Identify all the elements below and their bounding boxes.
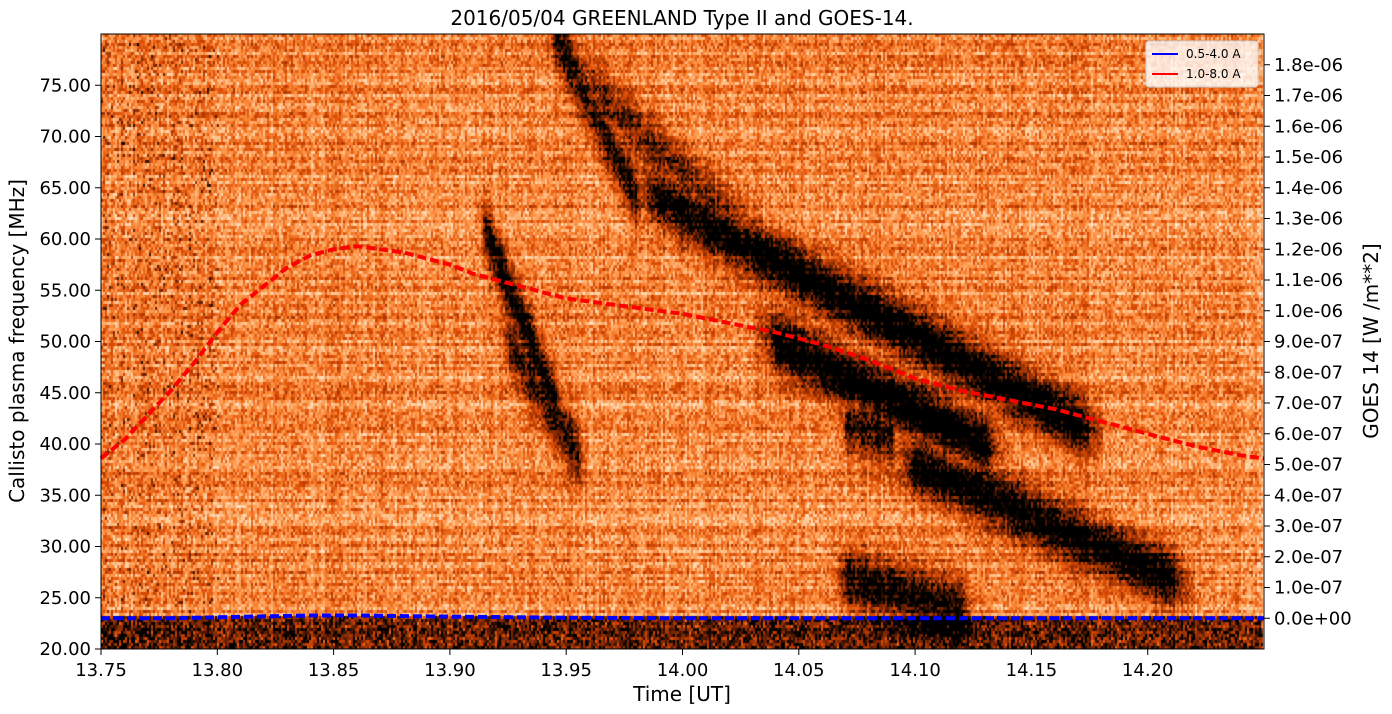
series-line-1 [99,244,1265,461]
y2-tick-label: 1.3e-06 [1274,209,1343,230]
x-tick-label: 13.95 [540,660,592,681]
x-tick-label: 13.90 [424,660,476,681]
chart-title: 2016/05/04 GREENLAND Type II and GOES-14… [450,6,913,30]
x-axis-ticks: 13.75 13.80 13.85 13.90 13.95 14.00 14.05 14.10… [75,649,1173,681]
y2-tick-label: 1.4e-06 [1274,178,1343,199]
y2-tick-label: 1.0e-07 [1274,578,1343,599]
y-tick-label: 65.00 [39,178,91,199]
goes-series-layer [99,244,1265,621]
x-tick-label: 13.80 [192,660,244,681]
y-tick-label: 60.00 [39,229,91,250]
x-tick-label: 14.20 [1122,660,1174,681]
y-axis-ticks: 20.00 25.00 30.00 35.00 40.00 45.00 50.00 55.00… [39,75,101,660]
x-axis-title: Time [UT] [632,682,731,706]
legend-label-1: 1.0-8.0 A [1186,67,1241,81]
x-tick-label: 13.85 [308,660,360,681]
y-tick-label: 30.00 [39,537,91,558]
x-tick-label: 14.15 [1006,660,1058,681]
y2-tick-label: 9.0e-07 [1274,332,1343,353]
y2-tick-label: 6.0e-07 [1274,424,1343,445]
y2-tick-label: 1.2e-06 [1274,239,1343,260]
y-tick-label: 45.00 [39,383,91,404]
y2-axis-title: GOES 14 [W /m**2] [1359,243,1383,438]
x-tick-label: 13.75 [75,660,127,681]
y2-axis-ticks: 0.0e+00 1.0e-07 2.0e-07 3.0e-07 4.0e-07 5.0e-… [1264,55,1352,629]
x-tick-label: 14.00 [657,660,709,681]
legend: 0.5-4.0 A 1.0-8.0 A [1145,40,1259,88]
y-tick-label: 70.00 [39,127,91,148]
spectrogram-heatmap [101,34,1264,649]
y2-tick-label: 0.0e+00 [1274,608,1352,629]
y2-tick-label: 7.0e-07 [1274,393,1343,414]
y2-tick-label: 1.7e-06 [1274,86,1343,107]
y-tick-label: 55.00 [39,280,91,301]
x-tick-label: 14.05 [773,660,825,681]
y2-tick-label: 1.8e-06 [1274,55,1343,76]
x-tick-label: 14.10 [889,660,941,681]
y-tick-label: 20.00 [39,639,91,660]
y2-tick-label: 1.1e-06 [1274,270,1343,291]
y2-tick-label: 2.0e-07 [1274,547,1343,568]
y-tick-label: 40.00 [39,434,91,455]
series-line-0 [101,613,1264,621]
y2-tick-label: 8.0e-07 [1274,362,1343,383]
y-axis-title: Callisto plasma frequency [MHz] [5,179,29,503]
y2-tick-label: 1.0e-06 [1274,301,1343,322]
y2-tick-label: 3.0e-07 [1274,516,1343,537]
y2-tick-label: 1.5e-06 [1274,147,1343,168]
y-tick-label: 75.00 [39,75,91,96]
y2-tick-label: 4.0e-07 [1274,485,1343,506]
legend-label-0: 0.5-4.0 A [1186,47,1241,61]
y-tick-label: 50.00 [39,332,91,353]
y-tick-label: 35.00 [39,485,91,506]
y-tick-label: 25.00 [39,588,91,609]
heatmap-canvas [101,34,1264,649]
legend-box [1145,40,1259,88]
y2-tick-label: 1.6e-06 [1274,116,1343,137]
y2-tick-label: 5.0e-07 [1274,455,1343,476]
